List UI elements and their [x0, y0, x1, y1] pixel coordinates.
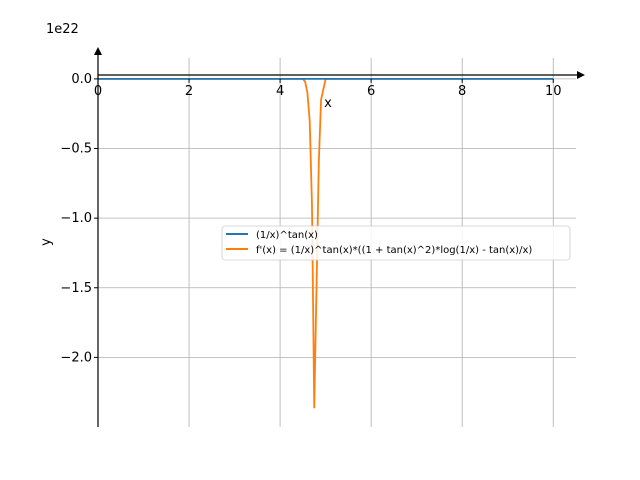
y-tick-label: 0.0	[71, 72, 92, 87]
scale-label: 1e22	[46, 22, 79, 37]
y-tick-label: −0.5	[60, 142, 92, 157]
x-tick-label: 8	[458, 84, 466, 99]
axes-layer	[94, 47, 585, 427]
y-axis-label: y	[39, 238, 54, 246]
x-tick-label: 10	[545, 84, 562, 99]
x-tick-label: 0	[94, 84, 102, 99]
legend-label-0: (1/x)^tan(x)	[256, 230, 318, 241]
legend-label-1: f'(x) = (1/x)^tan(x)*((1 + tan(x)^2)*log…	[256, 245, 532, 256]
y-tick-label: −1.0	[60, 211, 92, 226]
x-tick-label: 6	[367, 84, 375, 99]
x-tick-label: 2	[185, 84, 193, 99]
x-axis-arrow	[577, 71, 585, 79]
x-axis-label: x	[324, 96, 332, 111]
legend-box	[221, 225, 571, 261]
y-tick-label: −1.5	[60, 281, 92, 296]
x-tick-label: 4	[276, 84, 284, 99]
y-axis-arrow	[94, 47, 102, 55]
y-tick-label: −2.0	[60, 350, 92, 365]
ticks-layer: 0 2 4 6 8 10 0.0 −0.5 −1.0 −1.5 −2.0	[60, 72, 561, 365]
series-line-1	[98, 77, 554, 409]
legend: (1/x)^tan(x) f'(x) = (1/x)^tan(x)*((1 + …	[221, 225, 571, 261]
series-layer	[98, 77, 554, 409]
